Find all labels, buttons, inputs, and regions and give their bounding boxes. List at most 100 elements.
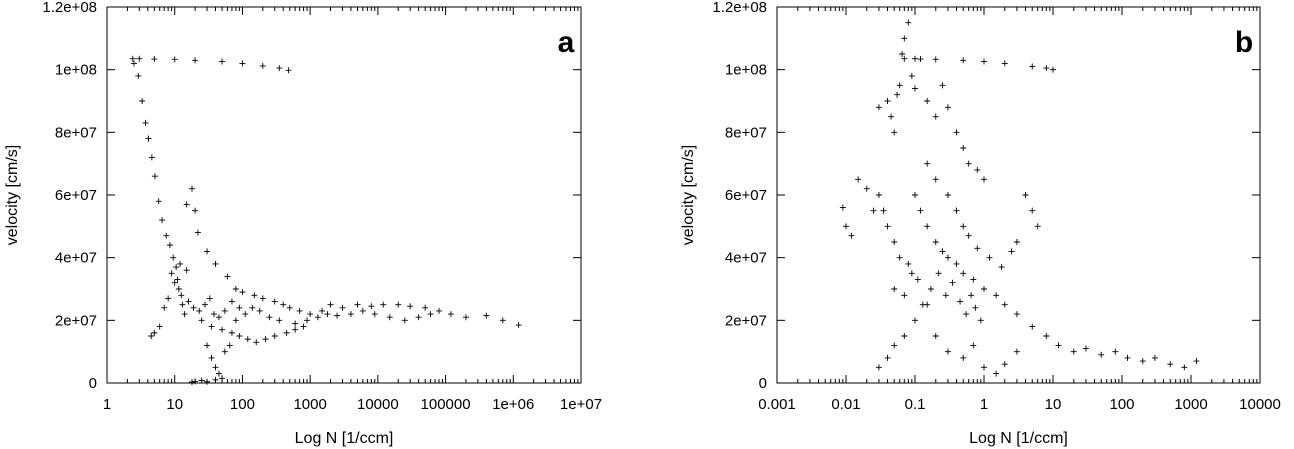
data-point [208, 354, 215, 361]
data-point [843, 223, 849, 230]
data-point [912, 85, 918, 92]
data-point [228, 329, 235, 336]
data-point [949, 279, 956, 286]
data-point [899, 51, 906, 57]
data-point [935, 270, 942, 277]
data-point [170, 254, 177, 261]
data-point [963, 311, 970, 318]
data-point [968, 292, 975, 299]
data-point [368, 303, 375, 310]
data-point [334, 312, 341, 319]
data-point [401, 317, 408, 324]
data-point [185, 298, 192, 305]
data-point [168, 270, 175, 277]
data-point [919, 301, 926, 308]
data-point [226, 342, 233, 349]
data-point [1070, 348, 1077, 355]
plot-frame [106, 6, 582, 384]
data-point [151, 173, 158, 180]
data-point [204, 248, 211, 255]
data-point [175, 286, 182, 292]
data-point [998, 264, 1005, 271]
data-point [253, 339, 260, 346]
data-point [159, 217, 166, 224]
data-point [236, 304, 243, 311]
y-tick-label: 0 [759, 375, 767, 392]
y-tick-label: 6e+07 [55, 187, 97, 204]
data-point [981, 286, 987, 292]
data-point [960, 354, 967, 361]
data-point [1181, 364, 1188, 371]
data-point [259, 62, 266, 69]
data-point [201, 301, 208, 308]
data-point [986, 254, 993, 261]
data-point [974, 245, 981, 252]
data-point [912, 55, 918, 62]
data-point [1022, 192, 1029, 198]
panel-a: 1 10 100 1000 10000 100000 1e+06 1e+07 0 2e+07 4e+… [4, 0, 602, 447]
data-point [1001, 301, 1008, 308]
y-tick-label: 4e+07 [55, 250, 97, 267]
data-point [1029, 63, 1036, 70]
data-point [324, 311, 331, 318]
data-point [151, 56, 158, 63]
data-point [924, 160, 931, 167]
data-point [224, 273, 231, 280]
data-point [314, 314, 321, 321]
data-point [848, 232, 855, 239]
data-point [1013, 311, 1020, 318]
data-point [462, 314, 469, 321]
data-point [1055, 342, 1062, 349]
data-point [148, 154, 155, 161]
data-point [347, 311, 354, 318]
data-point [165, 295, 172, 302]
data-point [884, 354, 891, 361]
data-point [221, 307, 228, 314]
data-point [1139, 358, 1146, 365]
data-point [156, 323, 163, 330]
data-point [924, 98, 931, 104]
x-axis-label: Log N [1/ccm] [295, 430, 394, 447]
x-tick-label: 1 [980, 396, 988, 413]
data-point [228, 298, 235, 305]
data-point [944, 254, 951, 261]
data-point [174, 276, 181, 283]
data-point [239, 60, 246, 67]
x-tick-label: 1000 [293, 396, 326, 413]
data-point [1167, 361, 1174, 368]
data-point [917, 56, 924, 63]
data-point [914, 276, 921, 283]
data-point [183, 201, 190, 208]
data-point [407, 303, 414, 310]
panel-b: 0.001 0.01 0.1 1 10 100 1000 10000 0 2e+07 4e+07 6e… [680, 0, 1281, 447]
data-point [232, 286, 239, 292]
data-point [292, 320, 299, 327]
data-point [981, 58, 987, 65]
data-point [977, 317, 984, 324]
data-point [901, 55, 908, 62]
data-point [339, 304, 346, 311]
x-tick-label: 0.1 [905, 396, 926, 413]
data-point [206, 295, 213, 302]
data-point [1008, 248, 1015, 255]
data-point [896, 254, 903, 261]
x-tick-label: 0.01 [831, 396, 860, 413]
data-point [901, 35, 908, 42]
data-point [190, 304, 197, 311]
data-point [993, 292, 1000, 299]
data-point [300, 323, 307, 330]
data-point [178, 292, 185, 299]
data-point [932, 239, 939, 245]
x-tick-label: 100000 [421, 396, 471, 413]
data-point [192, 207, 199, 214]
data-point [210, 311, 217, 318]
data-point [215, 370, 222, 377]
data-point [894, 91, 901, 98]
y-axis-label: velocity [cm/s] [680, 145, 697, 245]
data-point [1112, 348, 1119, 355]
data-point [215, 314, 222, 321]
data-point [960, 270, 967, 277]
data-point [204, 342, 211, 349]
data-point [219, 326, 226, 333]
data-point [944, 192, 951, 198]
